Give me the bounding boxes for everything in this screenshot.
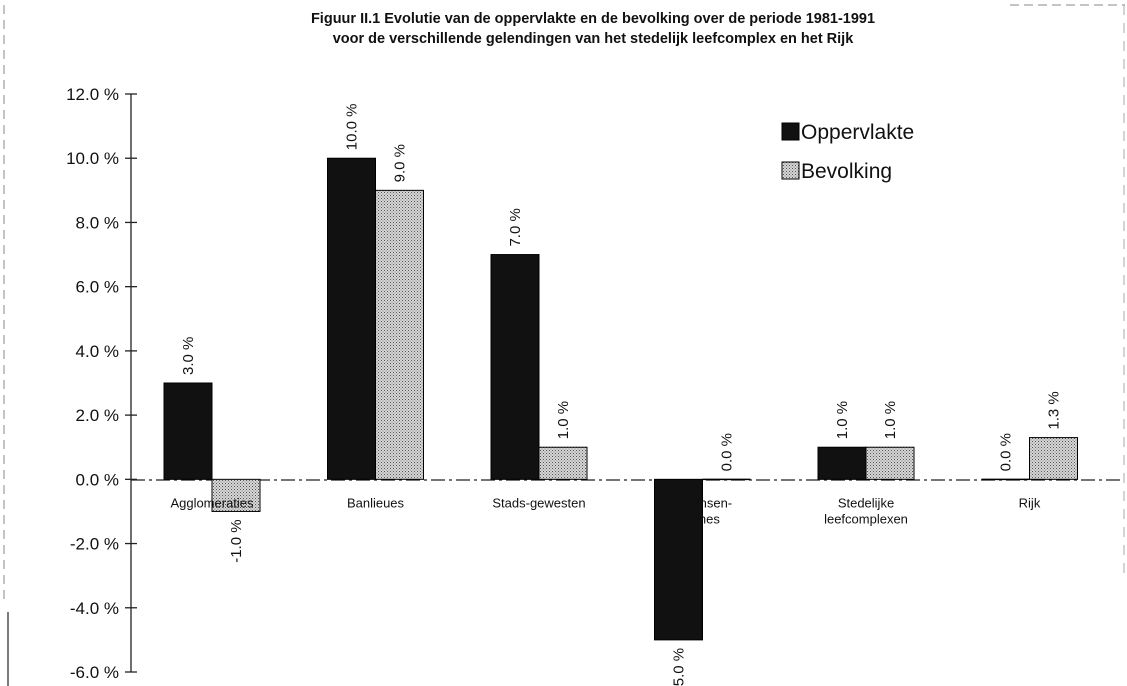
- legend: Oppervlakte Bevolking: [781, 121, 914, 183]
- category-label-3: Forensen-zones: [673, 495, 732, 526]
- bar-oppervlakte-4: [817, 446, 867, 480]
- category-label-5: Rijk: [1019, 495, 1041, 510]
- y-tick-label: -6.0 %: [70, 663, 119, 682]
- data-label-bevolking-4: 1.0 %: [882, 401, 899, 439]
- chart-title: Figuur II.1 Evolutie van de oppervlakte …: [311, 11, 875, 27]
- bar-oppervlakte-2: [490, 254, 540, 480]
- y-tick-label: -4.0 %: [70, 599, 119, 618]
- data-label-oppervlakte-2: 7.0 %: [507, 208, 524, 246]
- y-tick-label: 12.0 %: [66, 85, 119, 104]
- category-label-4: Stedelijke leefcomplexen: [824, 495, 908, 526]
- category-label-1: Banlieues: [347, 495, 405, 510]
- bar-bevolking-5: [1029, 437, 1078, 480]
- bar-bevolking-1: [375, 189, 424, 480]
- data-label-oppervlakte-1: 10.0 %: [344, 104, 361, 151]
- bars-group: [163, 157, 1078, 641]
- legend-swatch-oppervlakte: [781, 122, 800, 141]
- y-axis-ticks: 12.0 % 10.0 % 8.0 % 6.0 % 4.0 % 2.0 % 0.0 % -2.…: [66, 85, 137, 682]
- legend-label-oppervlakte: Oppervlakte: [801, 121, 914, 144]
- data-labels-group: 3.0 % 10.0 % 7.0 % -5.0 % 1.0 % 0.0 % -1.0 % 9.…: [180, 104, 1063, 686]
- data-label-oppervlakte-4: 1.0 %: [834, 401, 851, 439]
- chart-subtitle: voor de verschillende gelendingen van he…: [333, 31, 854, 47]
- data-label-oppervlakte-5: 0.0 %: [998, 433, 1015, 471]
- y-tick-label: 8.0 %: [76, 213, 119, 232]
- bar-oppervlakte-0: [163, 382, 213, 480]
- y-tick-label: -2.0 %: [70, 535, 119, 554]
- data-label-bevolking-1: 9.0 %: [392, 144, 409, 182]
- data-label-bevolking-5: 1.3 %: [1046, 391, 1063, 429]
- y-tick-label: 6.0 %: [76, 278, 119, 297]
- legend-label-bevolking: Bevolking: [801, 160, 892, 183]
- y-tick-label: 2.0 %: [76, 406, 119, 425]
- category-label-0: Agglomeraties: [170, 495, 254, 510]
- bar-bevolking-4: [865, 446, 915, 480]
- category-label-2: Stads-gewesten: [492, 495, 585, 510]
- data-label-bevolking-3: 0.0 %: [719, 433, 736, 471]
- bar-bevolking-2: [538, 446, 588, 480]
- data-label-bevolking-2: 1.0 %: [555, 401, 572, 439]
- y-tick-label: 4.0 %: [76, 342, 119, 361]
- category-labels-group: Agglomeraties Banlieues Stads-gewesten Fore…: [170, 495, 1040, 526]
- y-tick-label: 10.0 %: [66, 149, 119, 168]
- y-tick-label: 0.0 %: [76, 470, 119, 489]
- legend-swatch-bevolking: [781, 161, 800, 180]
- bar-oppervlakte-3: [654, 478, 703, 641]
- bar-bevolking-0: [211, 478, 261, 512]
- data-label-oppervlakte-0: 3.0 %: [180, 337, 197, 375]
- bar-oppervlakte-1: [327, 157, 376, 480]
- data-label-oppervlakte-3: -5.0 %: [671, 648, 688, 686]
- data-label-bevolking-0: -1.0 %: [228, 519, 245, 562]
